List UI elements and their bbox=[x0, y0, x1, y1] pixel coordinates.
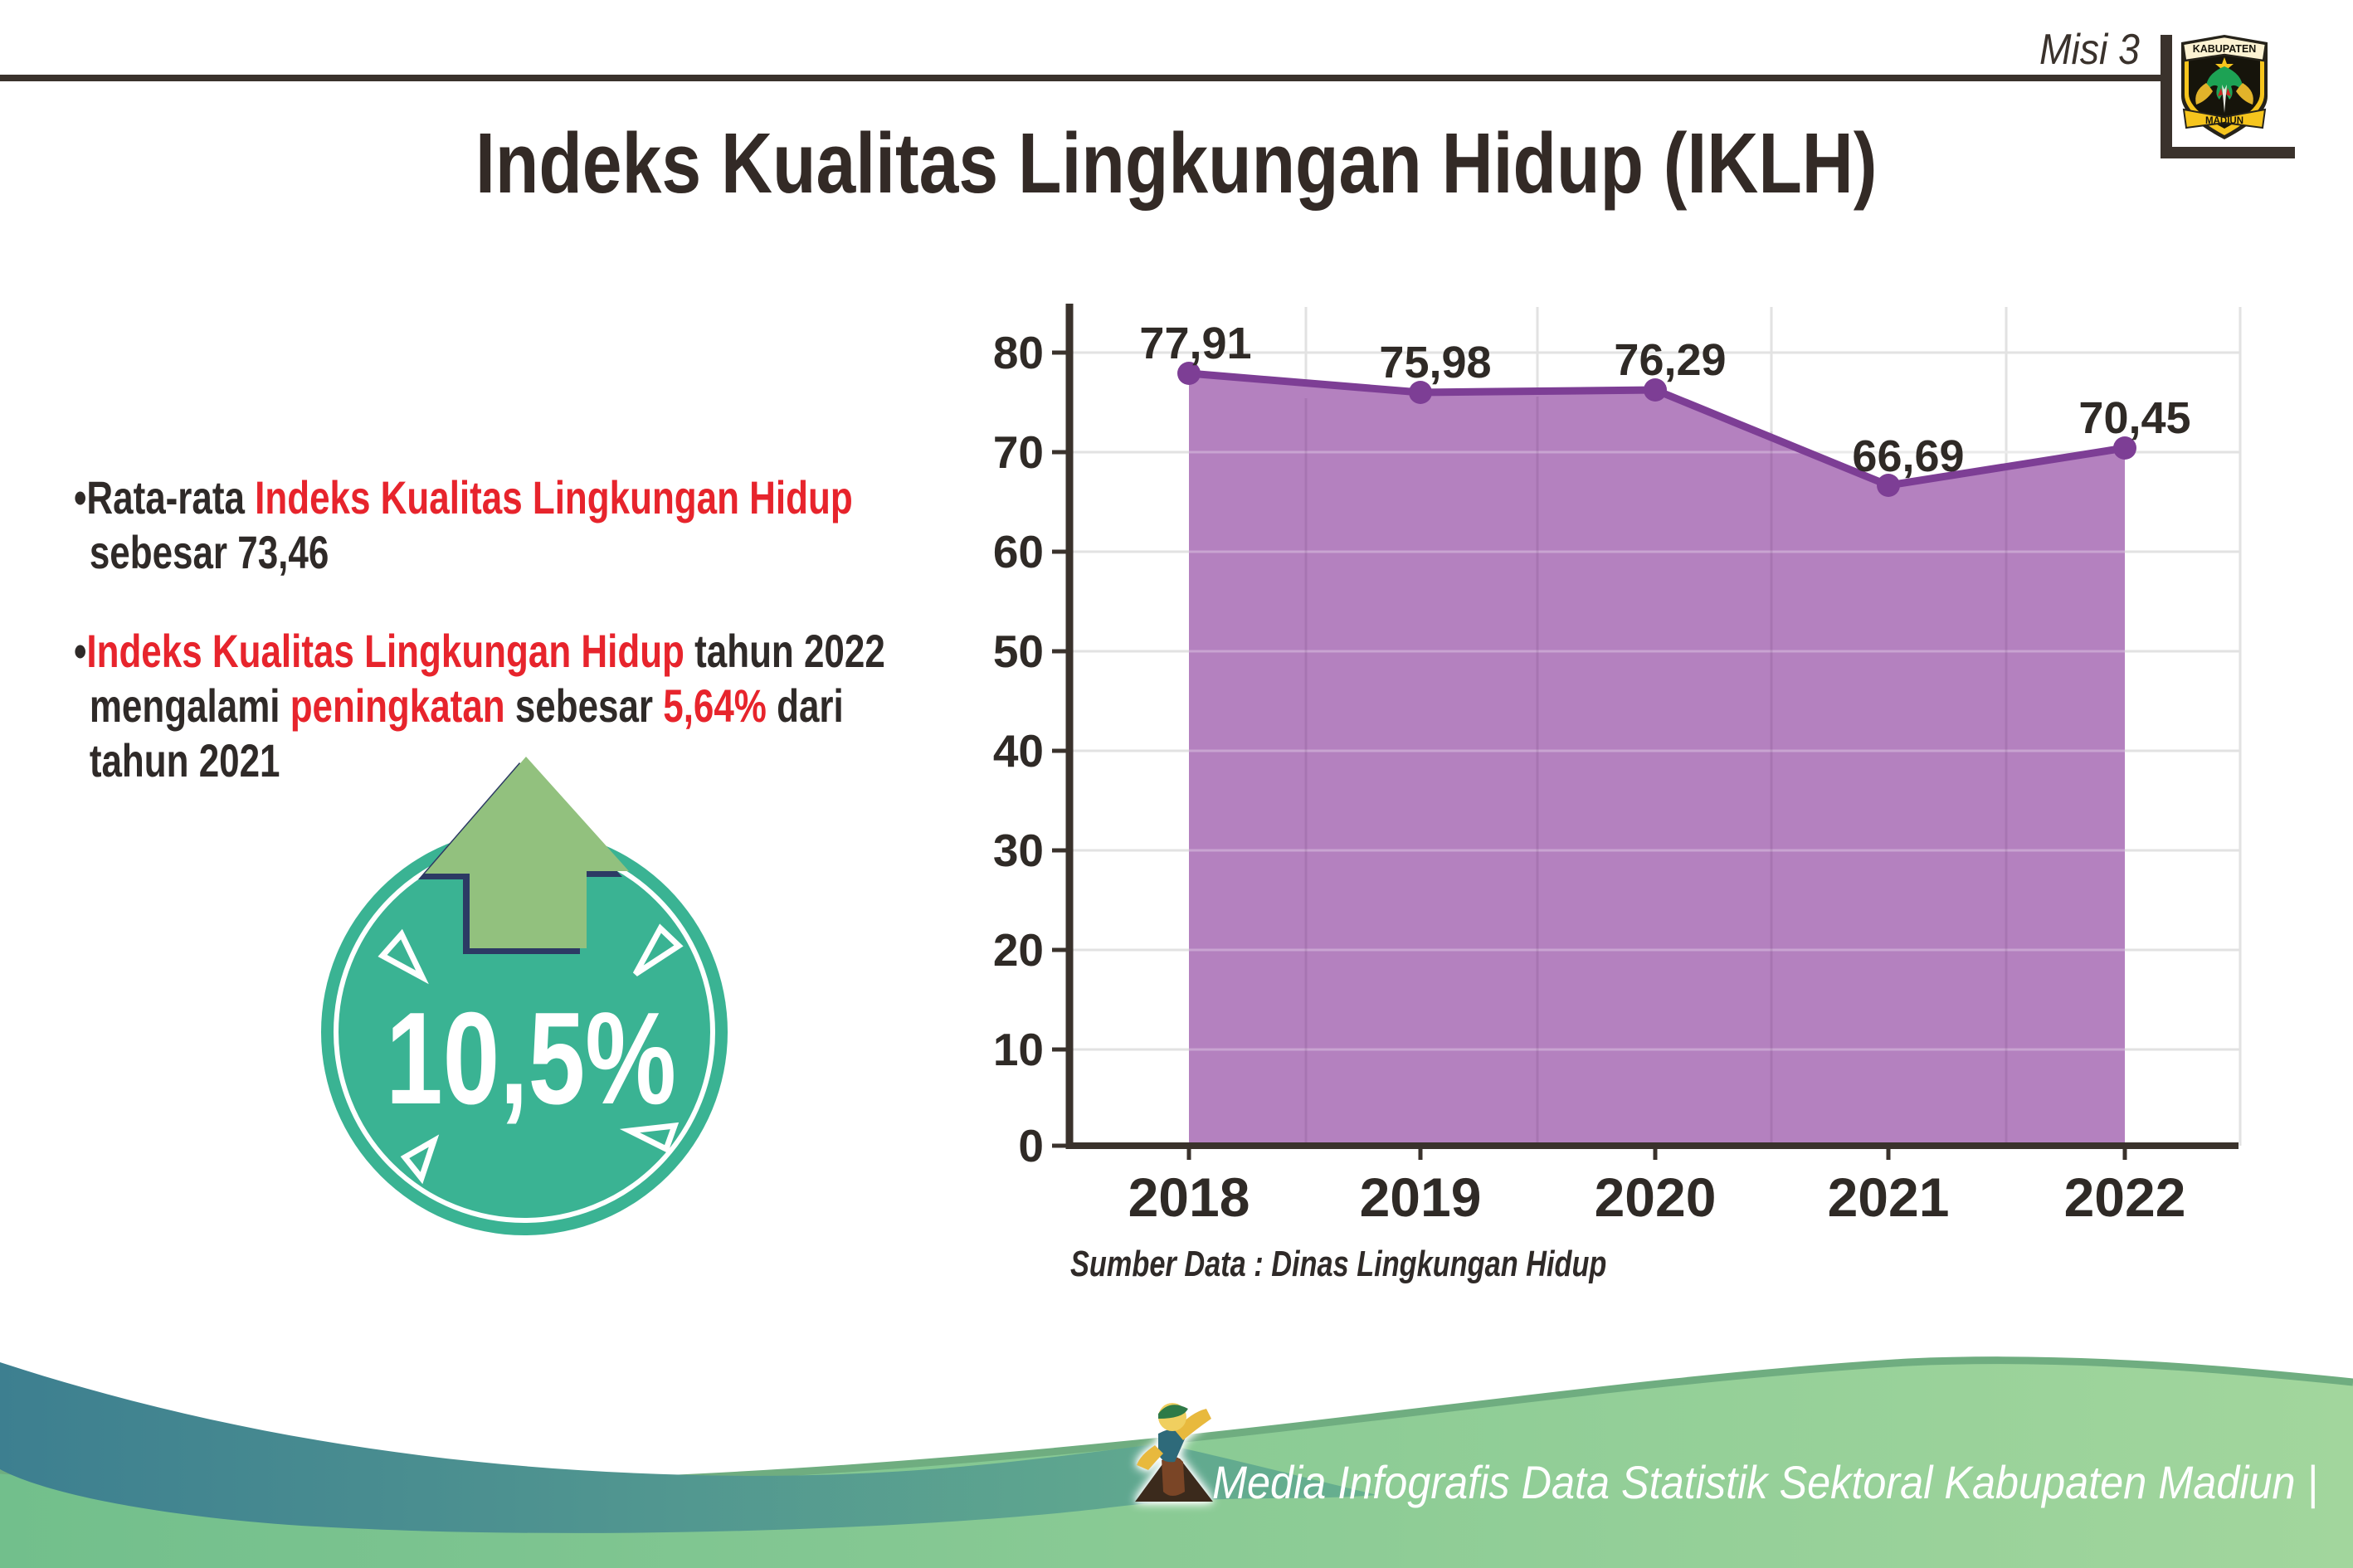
svg-text:KABUPATEN: KABUPATEN bbox=[2193, 43, 2257, 55]
svg-text:70: 70 bbox=[993, 426, 1044, 478]
svg-text:77,91: 77,91 bbox=[1139, 319, 1251, 368]
svg-text:10,5%: 10,5% bbox=[386, 986, 676, 1132]
svg-text:2020: 2020 bbox=[1595, 1166, 1717, 1228]
svg-text:76,29: 76,29 bbox=[1614, 335, 1726, 385]
svg-text:40: 40 bbox=[993, 725, 1044, 777]
svg-text:50: 50 bbox=[993, 626, 1044, 677]
svg-text:2018: 2018 bbox=[1128, 1166, 1250, 1228]
svg-text:20: 20 bbox=[993, 924, 1044, 976]
svg-text:75,98: 75,98 bbox=[1379, 338, 1491, 387]
svg-text:70,45: 70,45 bbox=[2078, 393, 2190, 443]
svg-text:0: 0 bbox=[1018, 1120, 1044, 1171]
svg-text:60: 60 bbox=[993, 526, 1044, 577]
svg-text:10: 10 bbox=[993, 1024, 1044, 1075]
svg-text:2022: 2022 bbox=[2064, 1166, 2186, 1228]
svg-text:2019: 2019 bbox=[1360, 1166, 1482, 1228]
svg-text:80: 80 bbox=[993, 327, 1044, 378]
svg-text:66,69: 66,69 bbox=[1852, 431, 1964, 481]
svg-text:2021: 2021 bbox=[1828, 1166, 1950, 1228]
svg-text:MADIUN: MADIUN bbox=[2205, 116, 2243, 126]
svg-text:30: 30 bbox=[993, 825, 1044, 876]
